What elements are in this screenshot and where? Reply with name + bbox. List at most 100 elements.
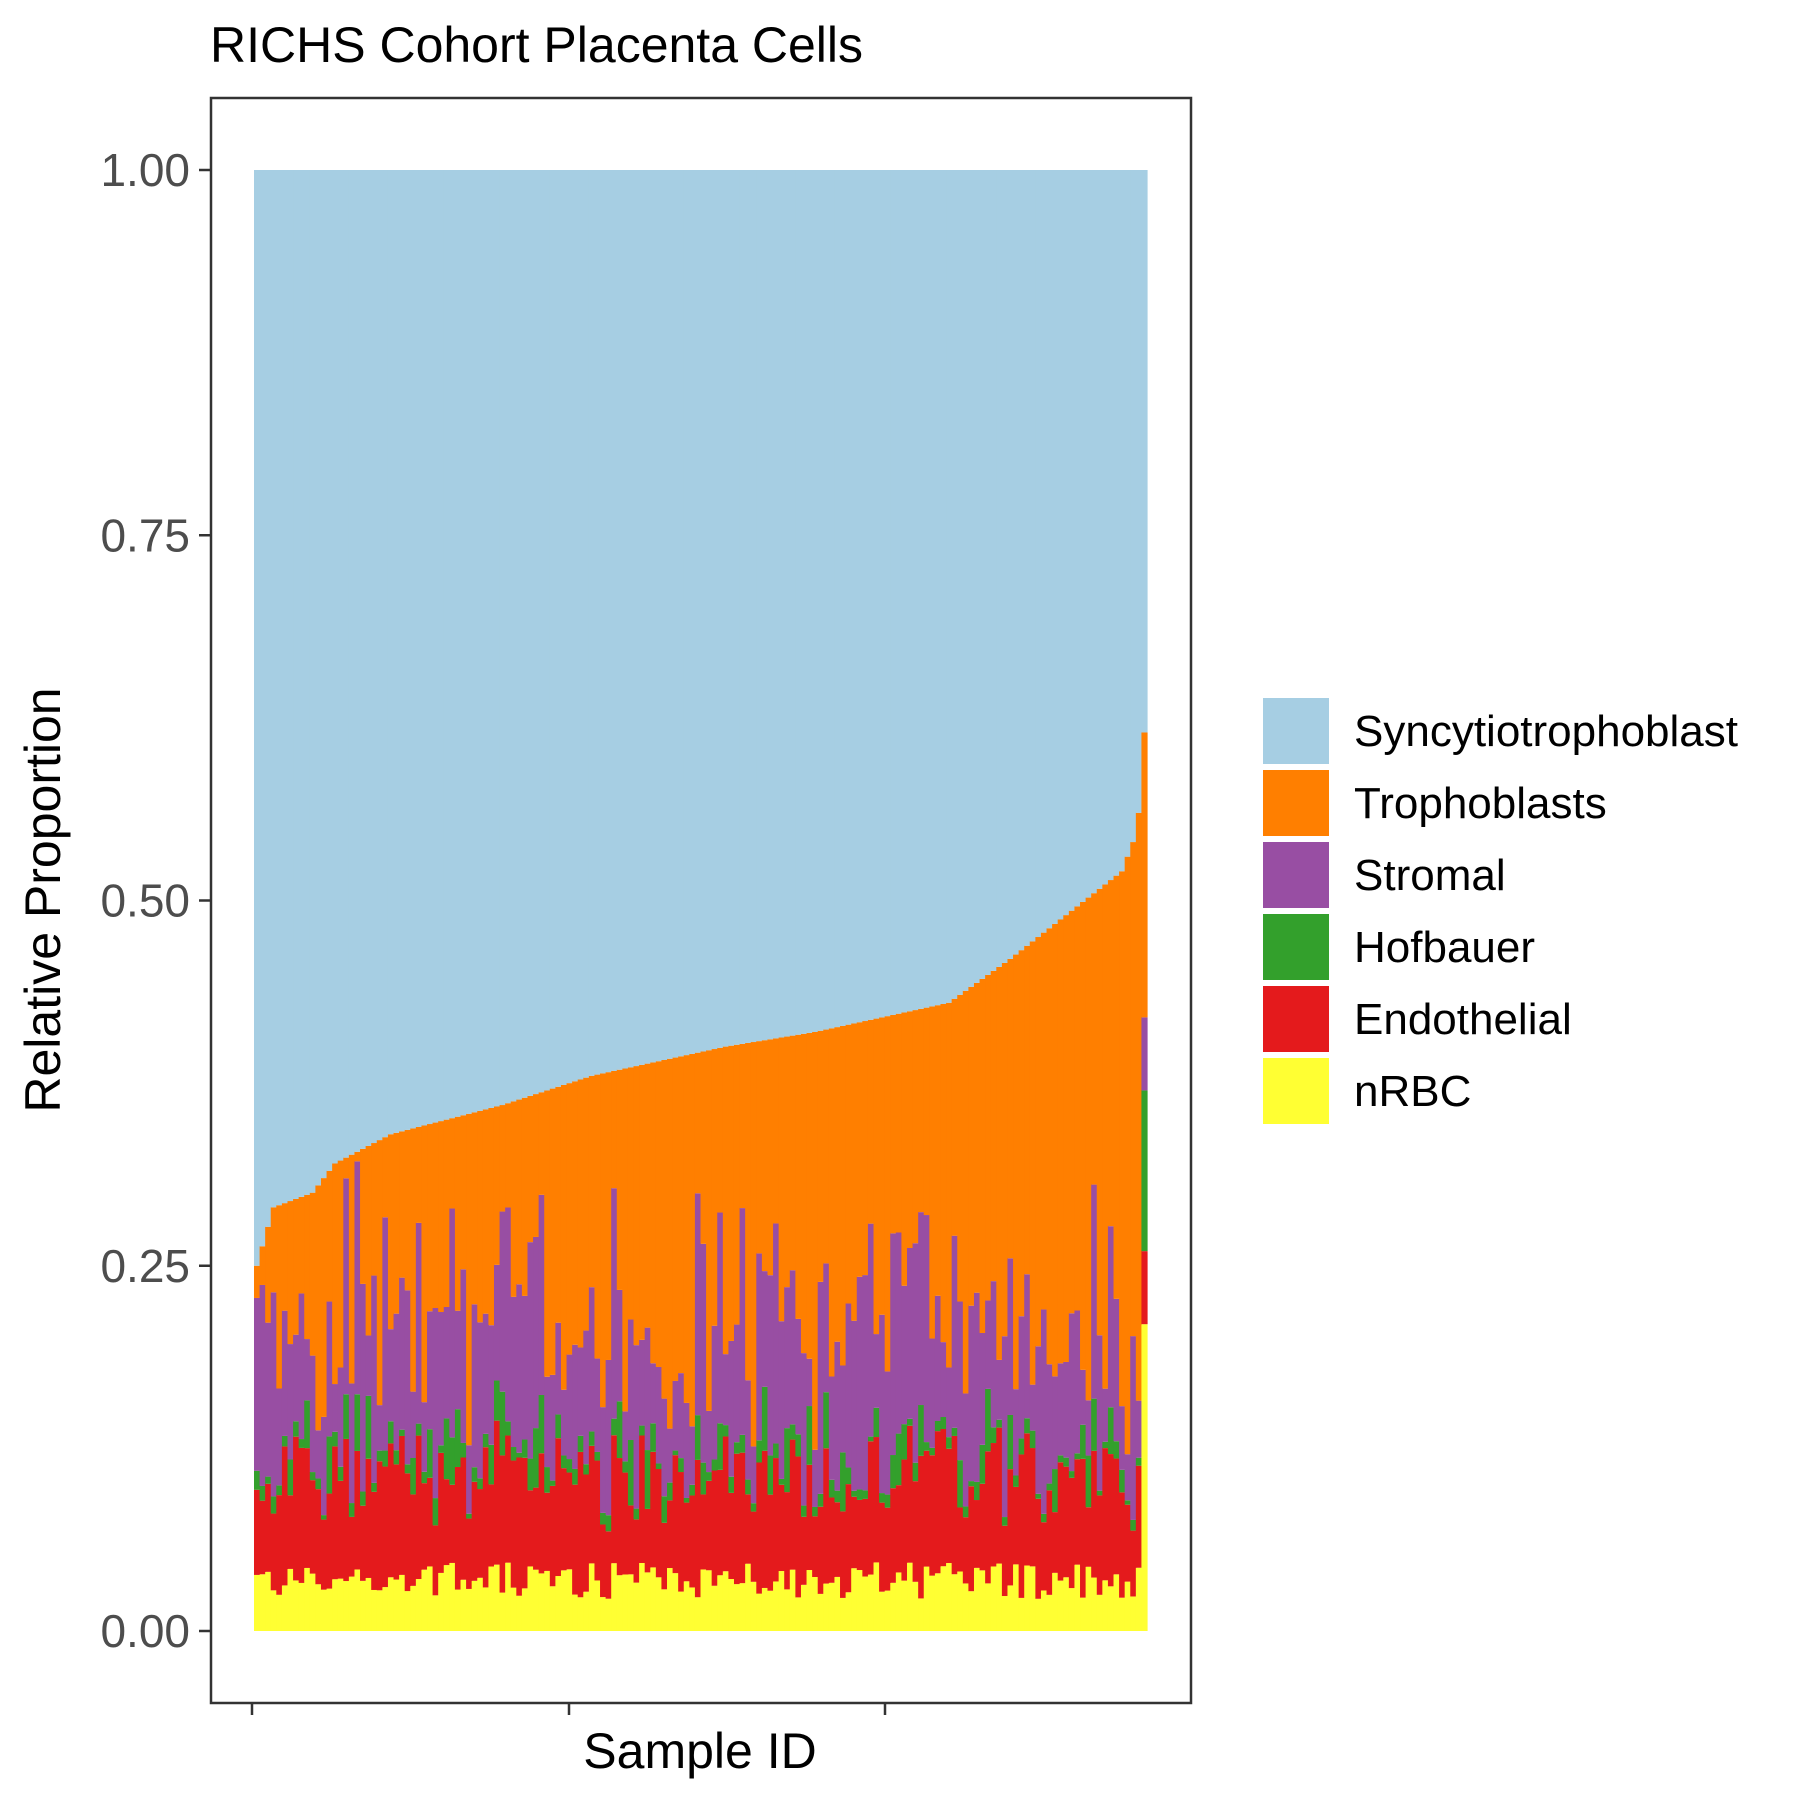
bar-segment-trophoblasts [1107, 880, 1115, 1227]
bar-segment-endothelial [360, 1505, 367, 1581]
bar-segment-syncytiotrophoblast [929, 170, 936, 1007]
bar-segment-hofbauer [639, 1425, 646, 1436]
bar-segment-stromal [281, 1310, 289, 1436]
bar-segment-trophoblasts [415, 1126, 423, 1223]
bar-segment-nrbc [566, 1569, 573, 1631]
bar-segment-trophoblasts [460, 1115, 467, 1270]
bar-segment-nrbc [739, 1583, 746, 1631]
bar-segment-nrbc [1057, 1580, 1064, 1631]
bar-segment-hofbauer [745, 1479, 752, 1495]
bar-segment-hofbauer [421, 1471, 428, 1484]
bar-segment-endothelial [1029, 1448, 1036, 1567]
bar-segment-nrbc [789, 1569, 796, 1631]
bar-segment-nrbc [773, 1581, 780, 1631]
bar-segment-stromal [661, 1398, 668, 1497]
bar-segment-hofbauer [1024, 1418, 1031, 1434]
bar-segment-syncytiotrophoblast [538, 170, 545, 1093]
bar-segment-endothelial [1113, 1458, 1120, 1575]
bar-segment-hofbauer [717, 1423, 724, 1470]
bar-segment-endothelial [343, 1438, 350, 1582]
bar-segment-hofbauer [800, 1505, 808, 1517]
bar-segment-nrbc [549, 1586, 556, 1631]
bar-segment-endothelial [505, 1435, 512, 1563]
bar-segment-syncytiotrophoblast [918, 170, 925, 1009]
bar-segment-hofbauer [443, 1418, 450, 1480]
bar-segment-endothelial [276, 1495, 283, 1595]
bar-segment-nrbc [449, 1562, 456, 1631]
bar-segment-hofbauer [812, 1506, 819, 1517]
bar-segment-nrbc [320, 1589, 328, 1631]
bar-segment-stromal [706, 1410, 713, 1473]
bar-segment-hofbauer [1096, 1490, 1103, 1496]
bar-segment-endothelial [544, 1492, 551, 1571]
bar-segment-hofbauer [533, 1428, 540, 1488]
bar-segment-syncytiotrophoblast [867, 170, 875, 1020]
bar-segment-nrbc [683, 1581, 690, 1631]
bar-segment-trophoblasts [1102, 884, 1109, 1389]
bar-segment-stromal [773, 1223, 780, 1444]
bar-segment-hofbauer [577, 1435, 584, 1452]
bar-segment-endothelial [800, 1516, 808, 1585]
bar-segment-hofbauer [304, 1400, 311, 1449]
bar-segment-stromal [834, 1341, 841, 1491]
bar-segment-nrbc [973, 1567, 981, 1631]
bar-segment-nrbc [633, 1582, 640, 1631]
legend-label-hofbauer: Hofbauer [1354, 923, 1535, 972]
bar-segment-trophoblasts [806, 1032, 813, 1359]
bar-segment-nrbc [856, 1570, 863, 1631]
bar-segment-stromal [1080, 1369, 1087, 1425]
bar-segment-syncytiotrophoblast [270, 170, 277, 1208]
bar-segment-syncytiotrophoblast [1013, 170, 1020, 955]
bar-segment-trophoblasts [527, 1095, 534, 1243]
bar-segment-hofbauer [795, 1434, 802, 1457]
bar-segment-trophoblasts [1035, 937, 1042, 1347]
bar-segment-endothelial [934, 1431, 942, 1574]
bar-segment-trophoblasts [633, 1066, 640, 1346]
bar-segment-syncytiotrophoblast [415, 170, 423, 1127]
bar-segment-hofbauer [1085, 1455, 1092, 1508]
bar-segment-stromal [951, 1235, 958, 1428]
bar-segment-syncytiotrophoblast [940, 170, 947, 1004]
bar-segment-syncytiotrophoblast [1113, 170, 1120, 876]
bar-segment-stromal [627, 1319, 635, 1440]
bar-segment-endothelial [845, 1484, 852, 1593]
bar-segment-trophoblasts [315, 1185, 322, 1431]
bar-segment-trophoblasts [1135, 812, 1143, 1401]
bar-segment-endothelial [795, 1456, 802, 1598]
bar-segment-nrbc [722, 1571, 730, 1631]
bar-segment-nrbc [527, 1566, 534, 1631]
bar-segment-hofbauer [393, 1450, 400, 1465]
bar-segment-stromal [996, 1359, 1003, 1420]
bar-segment-trophoblasts [644, 1063, 651, 1328]
bar-segment-hofbauer [1068, 1471, 1076, 1478]
bar-segment-hofbauer [332, 1431, 339, 1447]
bar-segment-endothelial [1102, 1448, 1109, 1581]
bar-segment-nrbc [326, 1588, 333, 1631]
bar-segment-hofbauer [1080, 1424, 1087, 1459]
bar-segment-nrbc [343, 1581, 350, 1631]
bar-segment-endothelial [382, 1466, 389, 1588]
bar-segment-endothelial [784, 1492, 791, 1590]
bar-segment-nrbc [259, 1574, 266, 1631]
bar-segment-hofbauer [560, 1455, 568, 1469]
bar-segment-nrbc [1035, 1598, 1042, 1631]
bar-segment-hofbauer [946, 1437, 953, 1449]
bar-segment-hofbauer [493, 1380, 501, 1421]
bar-segment-syncytiotrophoblast [1018, 170, 1025, 951]
bar-segment-stromal [477, 1322, 484, 1479]
bar-segment-stromal [655, 1366, 663, 1464]
bar-segment-endothelial [549, 1485, 556, 1587]
bar-segment-trophoblasts [265, 1226, 272, 1323]
bar-segment-trophoblasts [934, 1005, 942, 1296]
bar-segment-trophoblasts [1052, 923, 1059, 1377]
bar-segment-stromal [466, 1445, 473, 1514]
bar-segment-trophoblasts [784, 1036, 791, 1288]
bar-segment-stromal [957, 1301, 964, 1461]
bar-segment-syncytiotrophoblast [957, 170, 964, 995]
bar-segment-trophoblasts [694, 1052, 702, 1194]
bar-segment-trophoblasts [276, 1205, 283, 1389]
bar-segment-nrbc [304, 1567, 311, 1631]
legend-label-syncytiotrophoblast: Syncytiotrophoblast [1354, 707, 1738, 756]
bar-segment-nrbc [968, 1591, 975, 1631]
bar-segment-trophoblasts [482, 1109, 490, 1314]
